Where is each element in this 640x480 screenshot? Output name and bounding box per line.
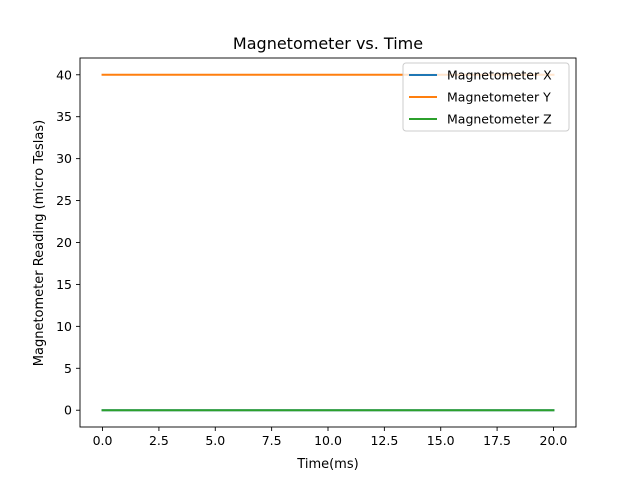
y-tick-label-3: 15 [56,277,72,292]
y-tick-label-7: 35 [56,109,72,124]
x-tick-label-3: 7.5 [262,433,282,448]
legend-label-3: Magnetometer Z [447,112,552,127]
x-tick-label-0: 0.0 [93,433,113,448]
y-tick-label-0: 0 [64,403,72,418]
y-axis-label: Magnetometer Reading (micro Teslas) [32,120,47,366]
legend-box [402,62,570,132]
x-tick-label-8: 20.0 [540,433,568,448]
x-tick-label-7: 17.5 [483,433,511,448]
x-tick-label-4: 10.0 [314,433,342,448]
y-tick-label-2: 10 [56,319,72,334]
chart-title: Magnetometer vs. Time [233,34,423,53]
y-tick-label-5: 25 [56,193,72,208]
x-tick-label-1: 2.5 [149,433,169,448]
x-tick-label-5: 12.5 [370,433,398,448]
plot-area: 0.0 2.5 5.0 7.5 10.0 12.5 15.0 17.5 20.0 0 5 10 15 20… [56,57,577,448]
legend-label-1: Magnetometer X [447,68,552,83]
x-tick-label-2: 5.0 [205,433,225,448]
y-tick-label-4: 20 [56,235,72,250]
y-tick-label-1: 5 [64,361,72,376]
y-tick-label-6: 30 [56,151,72,166]
x-tick-label-6: 15.0 [427,433,455,448]
x-axis-label: Time(ms) [296,457,358,472]
legend-label-2: Magnetometer Y [447,90,551,105]
y-tick-label-8: 40 [56,67,72,82]
